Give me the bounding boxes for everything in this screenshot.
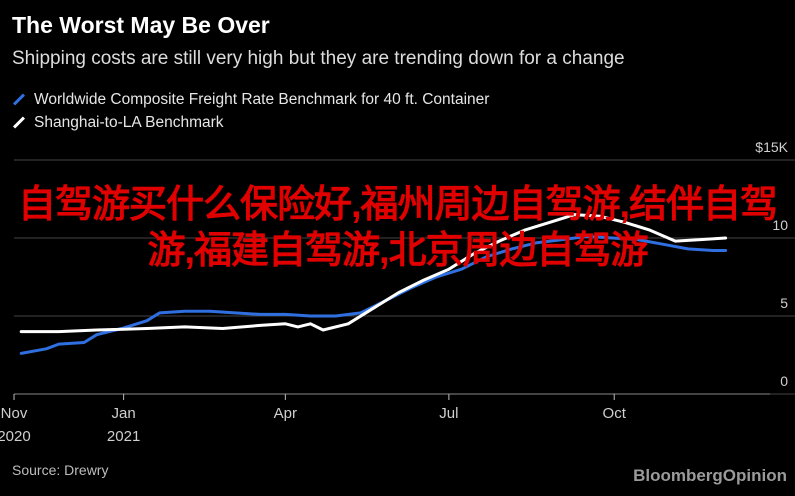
x-tick-label-1: Jan [112,405,136,422]
legend-item-composite: Worldwide Composite Freight Rate Benchma… [12,88,489,111]
series-layer [19,213,728,355]
x-tick-label-4: Oct [603,405,627,422]
y-tick-label-2: 10 [772,217,788,233]
grid-layer [14,159,795,395]
legend-item-shanghai: Shanghai-to-LA Benchmark [12,111,489,134]
y-tick-label-1: 5 [780,295,788,311]
x-tick-year-label-0: 2020 [0,428,31,445]
tick-layer: 0 5 10 $15K Nov 2020 Jan 2021 Apr Jul Oct [0,139,789,445]
y-tick-label-3: $15K [755,139,788,155]
x-tick-label-3: Jul [439,405,458,422]
chart-title: The Worst May Be Over [12,12,270,38]
brand-logo: BloombergOpinion [633,466,787,485]
legend-label-shanghai: Shanghai-to-LA Benchmark [34,113,224,131]
x-tick-label-0: Nov [1,405,28,422]
series-line-1 [19,213,728,334]
legend-label-composite: Worldwide Composite Freight Rate Benchma… [34,90,490,108]
x-tick-label-2: Apr [274,405,297,422]
source-note: Source: Drewry [12,462,109,478]
overlay-watermark-text: 自驾游买什么保险好,福州周边自驾游,结伴自驾游,福建自驾游,北京周边自驾游 [17,184,778,272]
legend: Worldwide Composite Freight Rate Benchma… [12,88,489,134]
x-tick-year-label-1: 2021 [107,428,140,445]
y-tick-label-0: 0 [780,373,788,389]
chart-subtitle: Shipping costs are still very high but t… [12,48,625,69]
